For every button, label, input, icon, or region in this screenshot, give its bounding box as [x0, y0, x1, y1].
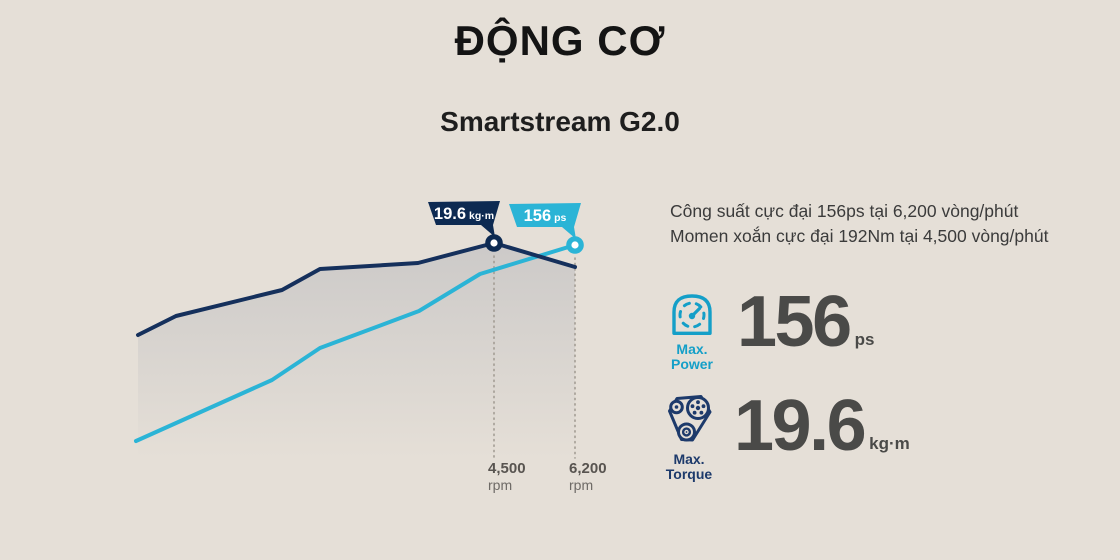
rpm-tick-unit: rpm: [569, 477, 593, 493]
power-badge-label: 156 ps: [524, 207, 567, 225]
rpm-tick-unit: rpm: [488, 477, 512, 493]
max-power-stat: Max. Power 156 ps: [663, 282, 875, 371]
power-badge: [509, 203, 581, 239]
max-power-spec-line: Công suất cực đại 156ps tại 6,200 vòng/p…: [670, 201, 1019, 221]
torque-badge-label: 19.6 kg·m: [434, 205, 494, 223]
engine-name-subtitle: Smartstream G2.0: [440, 106, 680, 137]
spec-summary: Công suất cực đại 156ps tại 6,200 vòng/p…: [670, 199, 1048, 249]
max-torque-value: 19.6: [734, 386, 867, 466]
max-torque-icon-block: Max. Torque: [660, 395, 718, 481]
max-torque-stat: Max. Torque 19.6 kg·m: [660, 386, 910, 481]
max-torque-label-line1: Max.: [673, 451, 705, 467]
max-torque-value-block: 19.6 kg·m: [734, 386, 910, 466]
max-torque-unit: kg·m: [869, 434, 910, 453]
max-torque-spec-line: Momen xoắn cực đại 192Nm tại 4,500 vòng/…: [670, 226, 1049, 246]
power-line: [134, 243, 577, 443]
rpm-tick-value: 6,200: [569, 460, 607, 477]
torque-badge: [428, 201, 500, 237]
torque-area-fill: [138, 243, 575, 458]
speedometer-icon: [672, 294, 712, 335]
max-power-label-line2: Power: [670, 355, 713, 372]
max-torque-label-line2: Torque: [665, 465, 713, 482]
max-power-value-block: 156 ps: [737, 282, 875, 362]
power-peak-marker: [566, 236, 584, 254]
max-power-label-line1: Max.: [676, 341, 708, 357]
torque-peak-marker: [485, 234, 503, 252]
max-power-value: 156: [737, 282, 852, 362]
timing-chain-icon: [668, 395, 712, 442]
rpm-tick-value: 4,500: [488, 460, 526, 477]
page-title: ĐỘNG CƠ: [454, 17, 666, 64]
max-power-icon-block: Max. Power: [663, 291, 721, 371]
max-power-unit: ps: [854, 330, 875, 349]
